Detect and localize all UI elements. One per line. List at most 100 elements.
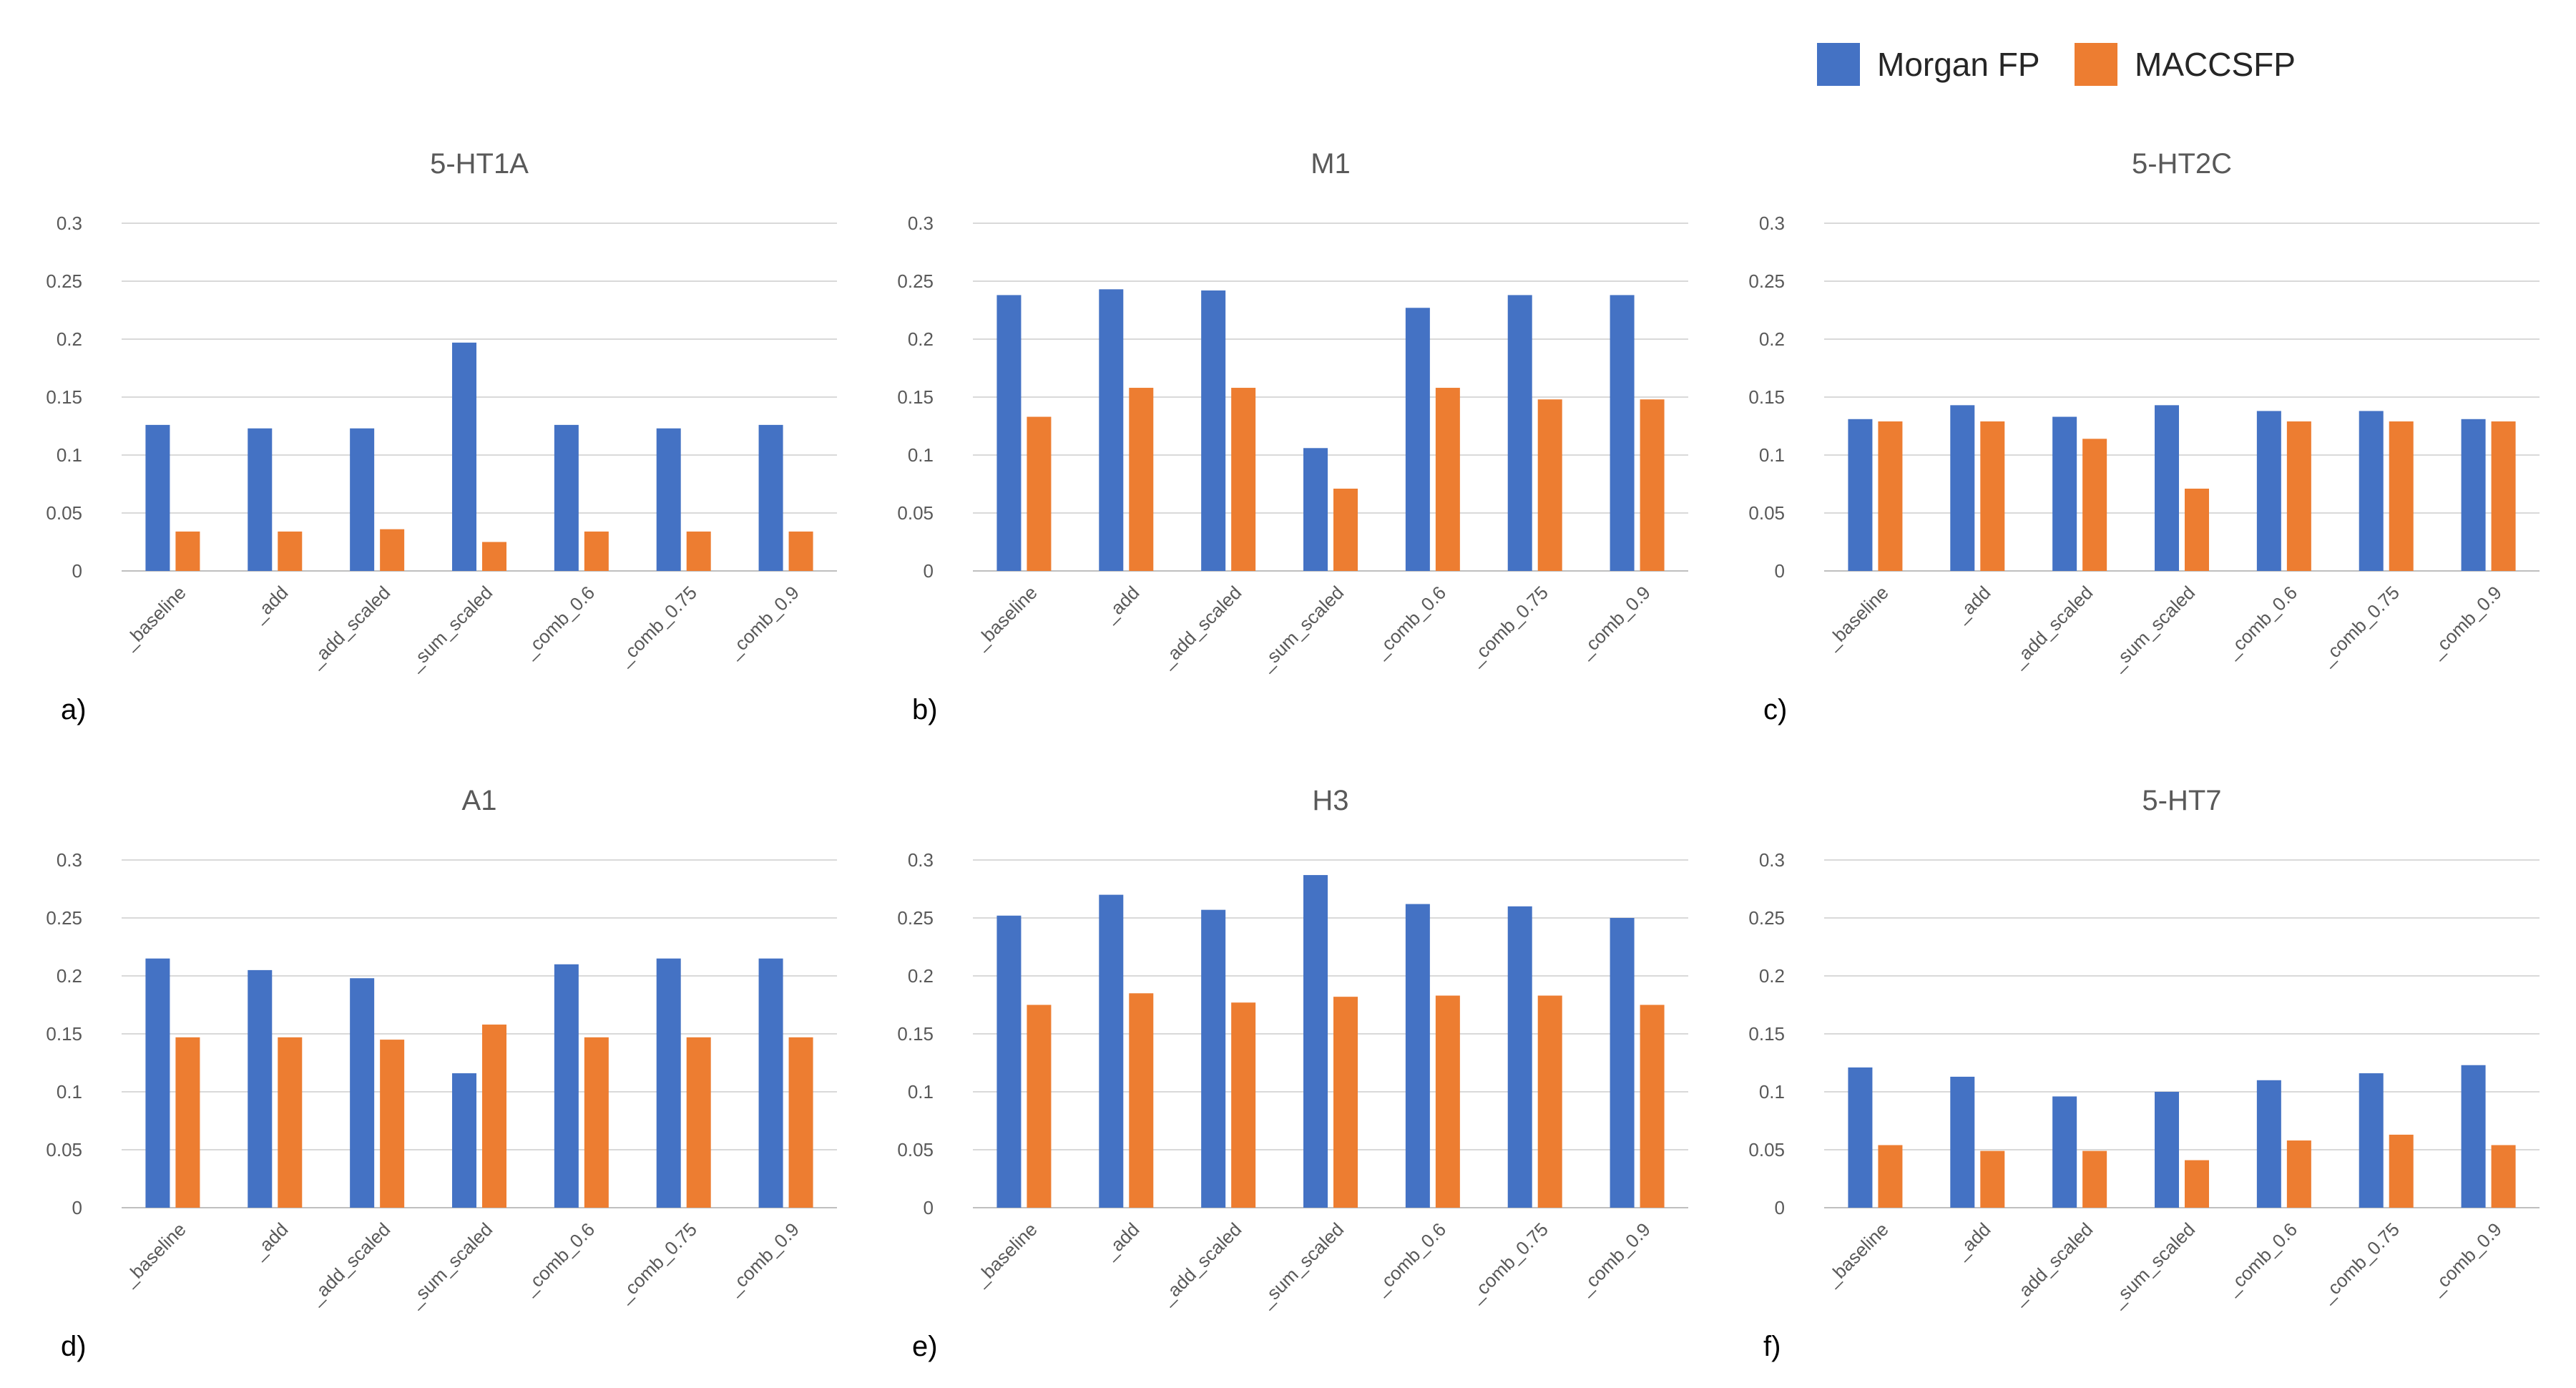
x-tick-label: _add (1950, 582, 1995, 627)
bar-morgan-fp-baseline (145, 958, 170, 1208)
bar-maccsfp-sum-scaled (482, 1025, 506, 1208)
x-tick-label: _comb_0.9 (723, 582, 803, 663)
x-tick-label: _comb_0.6 (2220, 582, 2301, 663)
y-tick-label: 0.1 (1759, 444, 1785, 466)
chart-panel-5-ht2c: 5-HT2C 0 0.05 0.1 0.15 0.2 0.25 0.3 _baseline _ad… (1731, 136, 2575, 751)
x-tick-label: _sum_scaled (1255, 1218, 1348, 1311)
y-tick-label: 0.2 (908, 965, 934, 987)
y-tick-label: 0 (924, 1197, 934, 1218)
bar-morgan-fp-baseline (1848, 1067, 1873, 1208)
bar-morgan-fp-sum-scaled (2155, 405, 2179, 571)
y-tick-label: 0.1 (57, 1081, 82, 1103)
bar-morgan-fp-baseline (1848, 419, 1873, 571)
y-tick-label: 0.15 (897, 386, 934, 408)
bar-maccsfp-comb-0-6 (2286, 421, 2311, 571)
y-tick-label: 0.05 (1748, 502, 1785, 524)
y-tick-label: 0.1 (908, 1081, 934, 1103)
panel-letter-a: a) (61, 694, 87, 725)
bar-morgan-fp-add (248, 428, 273, 571)
chart-svg-5-ht1a: 5-HT1A 0 0.05 0.1 0.15 0.2 0.25 0.3 _baseline _ad… (46, 148, 837, 675)
x-tick-label: _comb_0.9 (2425, 582, 2506, 663)
bar-maccsfp-add (1129, 993, 1154, 1208)
panel-letter-d: d) (61, 1331, 87, 1362)
bar-morgan-fp-add-scaled (350, 428, 375, 571)
bar-morgan-fp-baseline (996, 295, 1022, 571)
x-tick-label: _comb_0.75 (1464, 1218, 1552, 1306)
x-tick-label: _baseline (969, 582, 1042, 654)
y-tick-label: 0.05 (897, 502, 934, 524)
y-tick-label: 0 (1775, 560, 1785, 582)
y-tick-label: 0.2 (908, 328, 934, 350)
x-tick-label: _baseline (969, 1218, 1042, 1291)
chart-svg-h3: H3 0 0.05 0.1 0.15 0.2 0.25 0.3 _baseline _add _ad… (897, 785, 1688, 1311)
bar-morgan-fp-add-scaled (1201, 290, 1226, 571)
bar-morgan-fp-comb-0-6 (1405, 308, 1430, 571)
bar-morgan-fp-add-scaled (350, 978, 375, 1208)
y-tick-label: 0.3 (908, 212, 934, 234)
chart-svg-m1: M1 0 0.05 0.1 0.15 0.2 0.25 0.3 _baseline _add _ad… (897, 148, 1688, 675)
panel-letter-c: c) (1763, 694, 1788, 725)
y-tick-label: 0.15 (897, 1023, 934, 1045)
y-tick-label: 0.2 (1759, 328, 1785, 350)
x-tick-label: _add_scaled (304, 1218, 394, 1309)
y-tick-label: 0 (72, 1197, 82, 1218)
bar-morgan-fp-comb-0-9 (2461, 419, 2486, 571)
x-tick-label: _baseline (1821, 582, 1893, 654)
x-tick-label: _baseline (118, 582, 190, 654)
y-tick-label: 0.3 (908, 849, 934, 871)
x-tick-label: _add (1099, 1218, 1144, 1264)
x-tick-label: _sum_scaled (2106, 1218, 2199, 1311)
bar-morgan-fp-comb-0-9 (1610, 295, 1635, 571)
y-tick-label: 0.05 (46, 502, 82, 524)
x-tick-label: _sum_scaled (403, 582, 496, 675)
bar-morgan-fp-sum-scaled (452, 1073, 476, 1208)
x-tick-label: _comb_0.6 (2220, 1218, 2301, 1299)
x-tick-label: _add_scaled (1155, 1218, 1245, 1309)
x-tick-label: _add_scaled (2007, 582, 2097, 672)
bar-morgan-fp-comb-0-9 (758, 424, 783, 571)
bar-morgan-fp-add (1950, 405, 1975, 571)
bar-morgan-fp-comb-0-6 (554, 964, 579, 1208)
y-tick-label: 0.15 (46, 386, 82, 408)
bar-maccsfp-comb-0-9 (788, 1037, 813, 1208)
bar-morgan-fp-add (1950, 1076, 1975, 1208)
chart-title: M1 (1311, 148, 1351, 180)
bar-morgan-fp-add-scaled (2052, 1096, 2077, 1208)
x-tick-label: _comb_0.75 (2316, 582, 2404, 670)
panel-letter-e: e) (912, 1331, 938, 1362)
bar-morgan-fp-comb-0-9 (2461, 1065, 2486, 1208)
bar-morgan-fp-comb-0-6 (554, 424, 579, 571)
y-tick-label: 0.2 (1759, 965, 1785, 987)
y-tick-label: 0.1 (1759, 1081, 1785, 1103)
bar-maccsfp-add (278, 531, 303, 571)
y-tick-label: 0.05 (46, 1139, 82, 1160)
bar-morgan-fp-comb-0-75 (2359, 411, 2384, 571)
bar-maccsfp-sum-scaled (482, 542, 506, 571)
bar-maccsfp-comb-0-6 (1435, 995, 1460, 1208)
chart-title: H3 (1312, 785, 1348, 816)
bar-maccsfp-add (1129, 388, 1154, 571)
chart-svg-5-ht2c: 5-HT2C 0 0.05 0.1 0.15 0.2 0.25 0.3 _baseline _ad… (1748, 148, 2540, 675)
y-tick-label: 0.15 (1748, 1023, 1785, 1045)
chart-panel-a1: A1 0 0.05 0.1 0.15 0.2 0.25 0.3 _baseline _add _ad… (29, 773, 873, 1388)
x-tick-label: _baseline (118, 1218, 190, 1291)
y-tick-label: 0.3 (1759, 212, 1785, 234)
bar-maccsfp-sum-scaled (2185, 1160, 2209, 1208)
bar-maccsfp-comb-0-6 (1435, 388, 1460, 571)
chart-title: 5-HT2C (2132, 148, 2232, 180)
bar-morgan-fp-comb-0-6 (2256, 411, 2281, 571)
bar-maccsfp-baseline (1878, 1145, 1903, 1208)
x-tick-label: _sum_scaled (1255, 582, 1348, 675)
x-tick-label: _add (1950, 1218, 1995, 1264)
chart-svg-a1: A1 0 0.05 0.1 0.15 0.2 0.25 0.3 _baseline _add _ad… (46, 785, 837, 1311)
x-tick-label: _comb_0.6 (518, 582, 599, 663)
y-tick-label: 0 (1775, 1197, 1785, 1218)
chart-title: A1 (462, 785, 497, 816)
bar-maccsfp-comb-0-6 (584, 1037, 609, 1208)
legend-label-morgan-fp: Morgan FP (1877, 46, 2040, 83)
bar-maccsfp-add-scaled (380, 1040, 405, 1208)
y-tick-label: 0.3 (57, 849, 82, 871)
x-tick-label: _add_scaled (2007, 1218, 2097, 1309)
bar-morgan-fp-comb-0-6 (2256, 1080, 2281, 1208)
y-tick-label: 0.25 (46, 270, 82, 292)
